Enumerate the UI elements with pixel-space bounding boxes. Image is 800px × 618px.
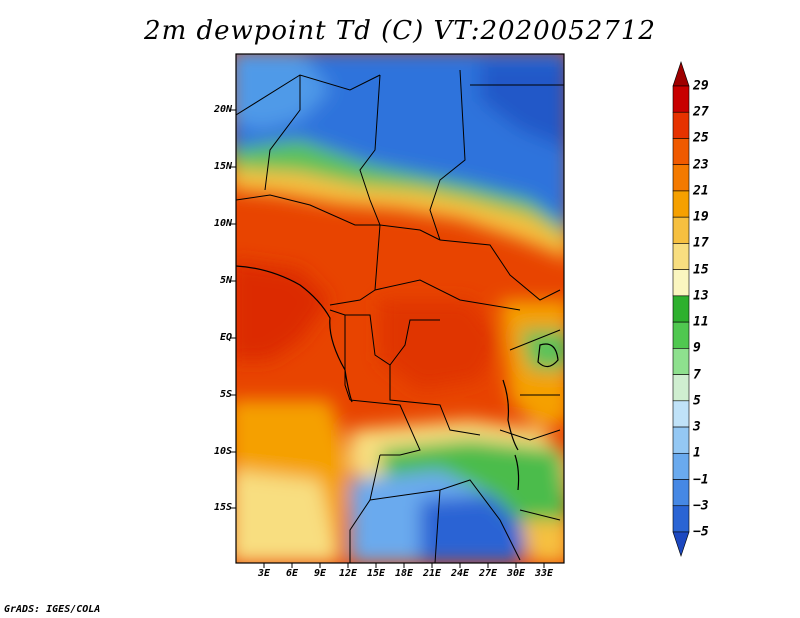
lat-label: 20N (213, 104, 232, 115)
colorbar-segment (672, 164, 690, 192)
colorbar-label: 11 (693, 314, 709, 330)
colorbar-label: 13 (693, 288, 709, 304)
colorbar-label: 3 (693, 419, 701, 435)
colorbar-label: 25 (693, 130, 709, 146)
colorbar-segment (672, 479, 690, 507)
axis-ticks (231, 109, 545, 568)
colorbar-segment (672, 321, 690, 349)
lon-label: 21E (422, 568, 442, 579)
credit-text: GrADS: IGES/COLA (4, 604, 101, 615)
lon-label: 6E (285, 568, 299, 579)
lat-label: EQ (219, 332, 232, 343)
colorbar-label: 27 (693, 104, 709, 120)
colorbar-arrow-top (672, 61, 690, 87)
lon-label: 12E (338, 568, 358, 579)
colorbar-segment (672, 269, 690, 297)
colorbar-label: 23 (693, 157, 709, 173)
lon-label: 18E (394, 568, 414, 579)
colorbar-segment (672, 374, 690, 402)
colorbar-segment (672, 348, 690, 375)
colorbar-segment (672, 452, 690, 480)
lon-label: 30E (506, 568, 526, 579)
lon-label: 15E (366, 568, 386, 579)
colorbar-segment (672, 400, 690, 428)
country-borders (236, 69, 564, 563)
colorbar-label: −1 (693, 472, 709, 488)
colorbar-segment (672, 295, 690, 323)
lat-label: 5S (219, 389, 232, 400)
colorbar (672, 61, 690, 557)
lon-label: 24E (450, 568, 470, 579)
colorbar-segment (672, 243, 690, 270)
colorbar-label: 15 (693, 262, 709, 278)
colorbar-label: 9 (693, 340, 701, 356)
lat-label: 15S (213, 502, 232, 513)
lat-label: 15N (213, 161, 232, 172)
colorbar-segment (672, 138, 690, 166)
lat-label: 10N (213, 218, 232, 229)
colorbar-label: 1 (693, 445, 701, 461)
colorbar-arrow-bottom (672, 531, 690, 557)
colorbar-label: 5 (693, 393, 701, 409)
lat-label: 10S (213, 446, 232, 457)
colorbar-segment (672, 426, 690, 454)
colorbar-segment (672, 85, 690, 113)
colorbar-segment (672, 190, 690, 218)
colorbar-segment (672, 111, 690, 139)
colorbar-label: 19 (693, 209, 709, 225)
colorbar-label: −5 (693, 524, 709, 540)
colorbar-label: 17 (693, 235, 709, 251)
colorbar-label: 29 (693, 78, 709, 94)
lon-label: 27E (478, 568, 498, 579)
colorbar-label: 7 (693, 367, 701, 383)
map-title: 2m dewpoint Td (C) VT:2020052712 (144, 16, 656, 46)
colorbar-label: 21 (693, 183, 709, 199)
lat-label: 5N (219, 275, 232, 286)
colorbar-label: −3 (693, 498, 709, 514)
colorbar-segment (672, 505, 690, 533)
lake-outlines (236, 265, 559, 491)
lon-label: 33E (534, 568, 554, 579)
map-frame (235, 53, 565, 564)
dewpoint-field (236, 54, 564, 563)
lon-label: 9E (313, 568, 327, 579)
lon-label: 3E (257, 568, 271, 579)
colorbar-segment (672, 216, 690, 244)
